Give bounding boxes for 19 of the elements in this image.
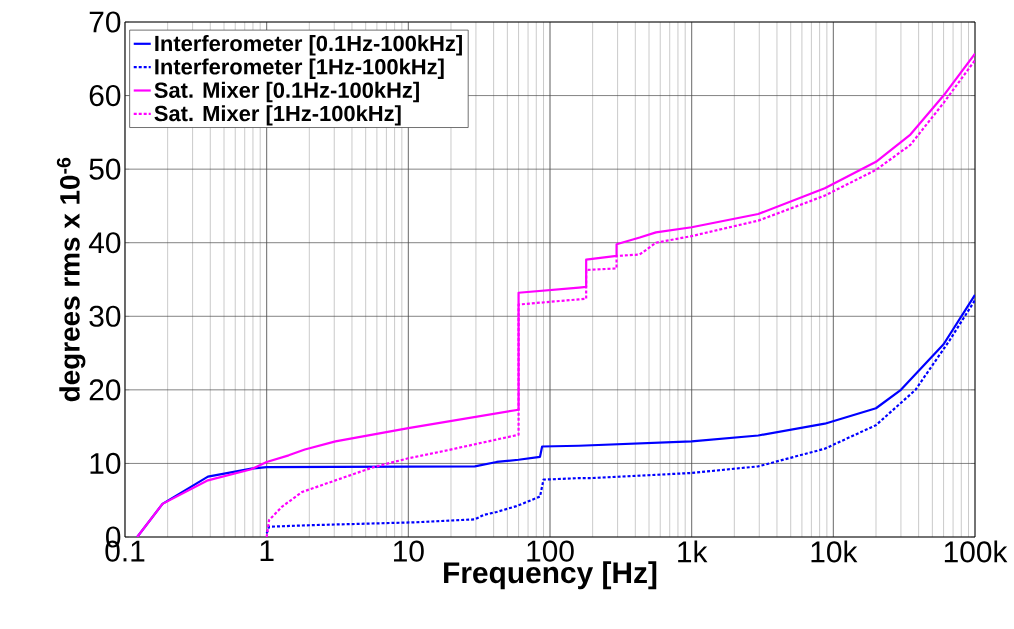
x-tick-label: 1 (260, 540, 274, 562)
legend-label: Interferometer [1Hz-100kHz] (155, 58, 444, 79)
x-tick-label: 10k (811, 540, 858, 563)
y-tick-label: 70 (89, 11, 121, 33)
legend-label: Interferometer [0.1Hz-100kHz] (155, 35, 462, 56)
x-tick-label: 100 (527, 540, 574, 562)
x-tick-label: 100k (944, 540, 1008, 563)
y-tick-label: 40 (88, 232, 121, 254)
y-axis-title: degrees rms x 10$^{-6}$ (56, 157, 86, 402)
x-axis-title: Frequency [Hz] (444, 561, 657, 590)
x-tick-label: 1k (678, 540, 708, 563)
y-tick-label: 10 (90, 452, 121, 475)
legend-label: Sat. Mixer [1Hz-100kHz] (154, 105, 401, 126)
y-tick-label: 20 (89, 379, 121, 401)
y-tick-label: 60 (89, 84, 121, 107)
x-tick-label: 10 (393, 540, 424, 562)
y-tick-label: 30 (89, 305, 121, 327)
y-tick-label: 50 (89, 158, 121, 180)
legend-label: Sat. Mixer [0.1Hz-100kHz] (154, 81, 419, 103)
